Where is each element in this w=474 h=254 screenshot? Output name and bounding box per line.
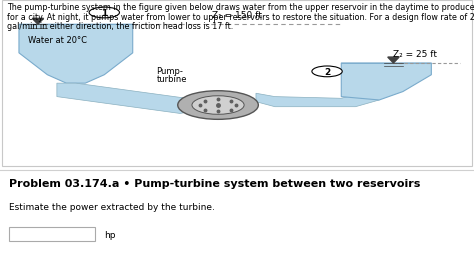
Polygon shape bbox=[341, 64, 431, 101]
Text: hp: hp bbox=[104, 230, 116, 239]
Circle shape bbox=[192, 96, 244, 115]
Polygon shape bbox=[256, 94, 379, 107]
Text: turbine: turbine bbox=[156, 75, 187, 84]
Text: Z₁ = 150 ft: Z₁ = 150 ft bbox=[212, 11, 262, 20]
Text: Problem 03.174.a • Pump-turbine system between two reservoirs: Problem 03.174.a • Pump-turbine system b… bbox=[9, 178, 421, 188]
Polygon shape bbox=[32, 19, 44, 25]
Text: The pump-turbine system in the figure given below draws water from the upper res: The pump-turbine system in the figure gi… bbox=[7, 3, 474, 12]
FancyBboxPatch shape bbox=[9, 227, 95, 241]
Polygon shape bbox=[388, 58, 399, 64]
Circle shape bbox=[312, 67, 342, 77]
Text: Z₂ = 25 ft: Z₂ = 25 ft bbox=[393, 50, 438, 59]
Text: Water at 20°C: Water at 20°C bbox=[28, 36, 87, 45]
Polygon shape bbox=[19, 25, 133, 84]
Text: Pump-: Pump- bbox=[156, 67, 183, 75]
Text: 1: 1 bbox=[101, 9, 108, 18]
Text: gal/min in either direction, the friction head loss is 17 ft.: gal/min in either direction, the frictio… bbox=[7, 22, 233, 31]
Circle shape bbox=[89, 8, 119, 19]
Polygon shape bbox=[57, 84, 209, 114]
Circle shape bbox=[178, 91, 258, 120]
Text: for a city. At night, it pumps water from lower to upper reservoirs to restore t: for a city. At night, it pumps water fro… bbox=[7, 12, 474, 22]
Text: 2: 2 bbox=[324, 68, 330, 76]
Text: Estimate the power extracted by the turbine.: Estimate the power extracted by the turb… bbox=[9, 202, 215, 211]
